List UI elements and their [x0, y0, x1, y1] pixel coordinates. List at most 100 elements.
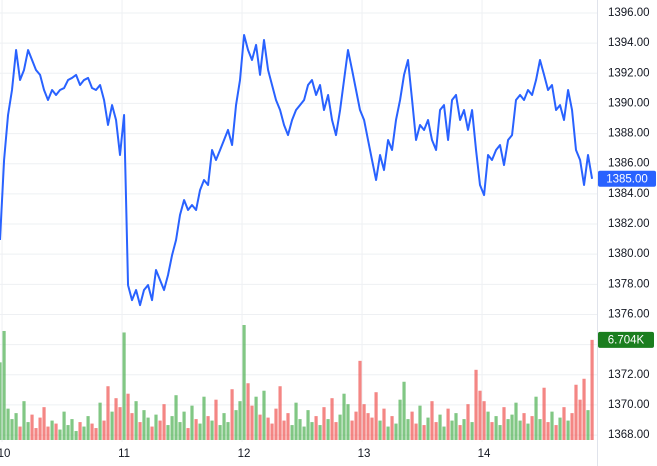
volume-bar: [30, 414, 34, 440]
volume-bar: [574, 384, 578, 440]
volume-bar: [186, 428, 190, 440]
volume-bar: [222, 413, 226, 440]
volume-bar: [66, 425, 70, 440]
volume-bar: [538, 419, 542, 440]
volume-bar: [26, 422, 30, 440]
y-tick-label: 1380.00: [608, 248, 650, 260]
volume-bar: [338, 414, 342, 440]
volume-bar: [534, 396, 538, 440]
price-badge-label: 1385.00: [606, 173, 648, 185]
volume-bar: [334, 422, 338, 440]
y-tick-label: 1368.00: [608, 429, 650, 441]
volume-bar: [366, 413, 370, 440]
volume-bar: [10, 419, 14, 440]
volume-bar: [402, 381, 406, 440]
volume-bar: [434, 422, 438, 440]
volume-bar: [450, 420, 454, 440]
volume-bar: [158, 420, 162, 440]
volume-bar: [422, 425, 426, 440]
volume-bar: [226, 422, 230, 440]
volume-bar: [382, 408, 386, 440]
volume-bar: [390, 416, 394, 440]
volume-bar: [146, 417, 150, 440]
volume-bar: [478, 390, 482, 440]
volume-bar: [22, 401, 26, 440]
volume-bar: [34, 428, 38, 440]
volume-bar: [486, 411, 490, 440]
volume-bar: [130, 413, 134, 440]
volume-bar: [274, 408, 278, 440]
volume-bar: [14, 413, 18, 440]
price-badge: [598, 170, 656, 187]
y-tick-label: 1370.00: [608, 399, 650, 411]
x-tick-label: 13: [358, 448, 371, 460]
volume-bar: [98, 402, 102, 440]
volume-bar: [298, 419, 302, 440]
volume-bar: [322, 407, 326, 440]
volume-bar: [250, 405, 254, 440]
volume-bar: [482, 401, 486, 440]
volume-bar: [122, 332, 126, 440]
volume-bar: [190, 405, 194, 440]
volume-bar: [566, 420, 570, 440]
volume-bar: [570, 413, 574, 440]
volume-bar: [266, 417, 270, 440]
volume-bar: [318, 425, 322, 440]
y-tick-label: 1396.00: [608, 7, 650, 19]
volume-bar: [142, 410, 146, 440]
volume-bar: [202, 396, 206, 440]
volume-bar: [562, 407, 566, 440]
volume-bar: [262, 390, 266, 440]
volume-bar: [0, 362, 2, 440]
volume-bar: [522, 413, 526, 440]
volume-bar: [378, 420, 382, 440]
volume-bar: [134, 401, 138, 440]
volume-bar: [438, 414, 442, 440]
volume-bar: [462, 419, 466, 440]
volume-bar: [470, 422, 474, 440]
volume-bar: [430, 401, 434, 440]
volume-bar: [6, 408, 10, 440]
volume-bar: [342, 393, 346, 440]
volume-bar: [230, 389, 234, 440]
volume-bar: [426, 417, 430, 440]
volume-bar: [294, 402, 298, 440]
volume-bar: [110, 411, 114, 440]
y-tick-label: 1378.00: [608, 278, 650, 290]
volume-bar: [282, 420, 286, 440]
volume-bar: [198, 423, 202, 440]
volume-bar: [370, 417, 374, 440]
volume-bar: [242, 325, 246, 440]
volume-bar: [498, 425, 502, 440]
volume-bar: [490, 422, 494, 440]
price-line: [0, 33, 594, 307]
volume-bar: [254, 396, 258, 440]
volume-bar: [542, 387, 546, 440]
volume-bar: [234, 410, 238, 440]
volume-bar: [446, 408, 450, 440]
volume-bar: [206, 416, 210, 440]
y-tick-label: 1376.00: [608, 308, 650, 320]
volume-bar: [394, 423, 398, 440]
volume-bar: [182, 411, 186, 440]
volume-bar: [518, 420, 522, 440]
volume-bar: [442, 426, 446, 440]
volume-bar: [94, 428, 98, 440]
volume-bar: [354, 411, 358, 440]
volume-bar: [374, 392, 378, 440]
volume-bar: [358, 360, 362, 440]
volume-bar: [514, 402, 518, 440]
y-tick-label: 1388.00: [608, 128, 650, 140]
volume-bar: [326, 419, 330, 440]
volume-bar: [578, 399, 582, 440]
volume-bar: [458, 425, 462, 440]
volume-bar: [410, 411, 414, 440]
volume-bar: [126, 393, 130, 440]
volume-bar: [494, 416, 498, 440]
volume-bar: [286, 413, 290, 440]
y-tick-label: 1382.00: [608, 218, 650, 230]
volume-bar: [214, 399, 218, 440]
volume-bar: [278, 386, 282, 440]
volume-bar: [50, 420, 54, 440]
volume-bar: [346, 404, 350, 440]
